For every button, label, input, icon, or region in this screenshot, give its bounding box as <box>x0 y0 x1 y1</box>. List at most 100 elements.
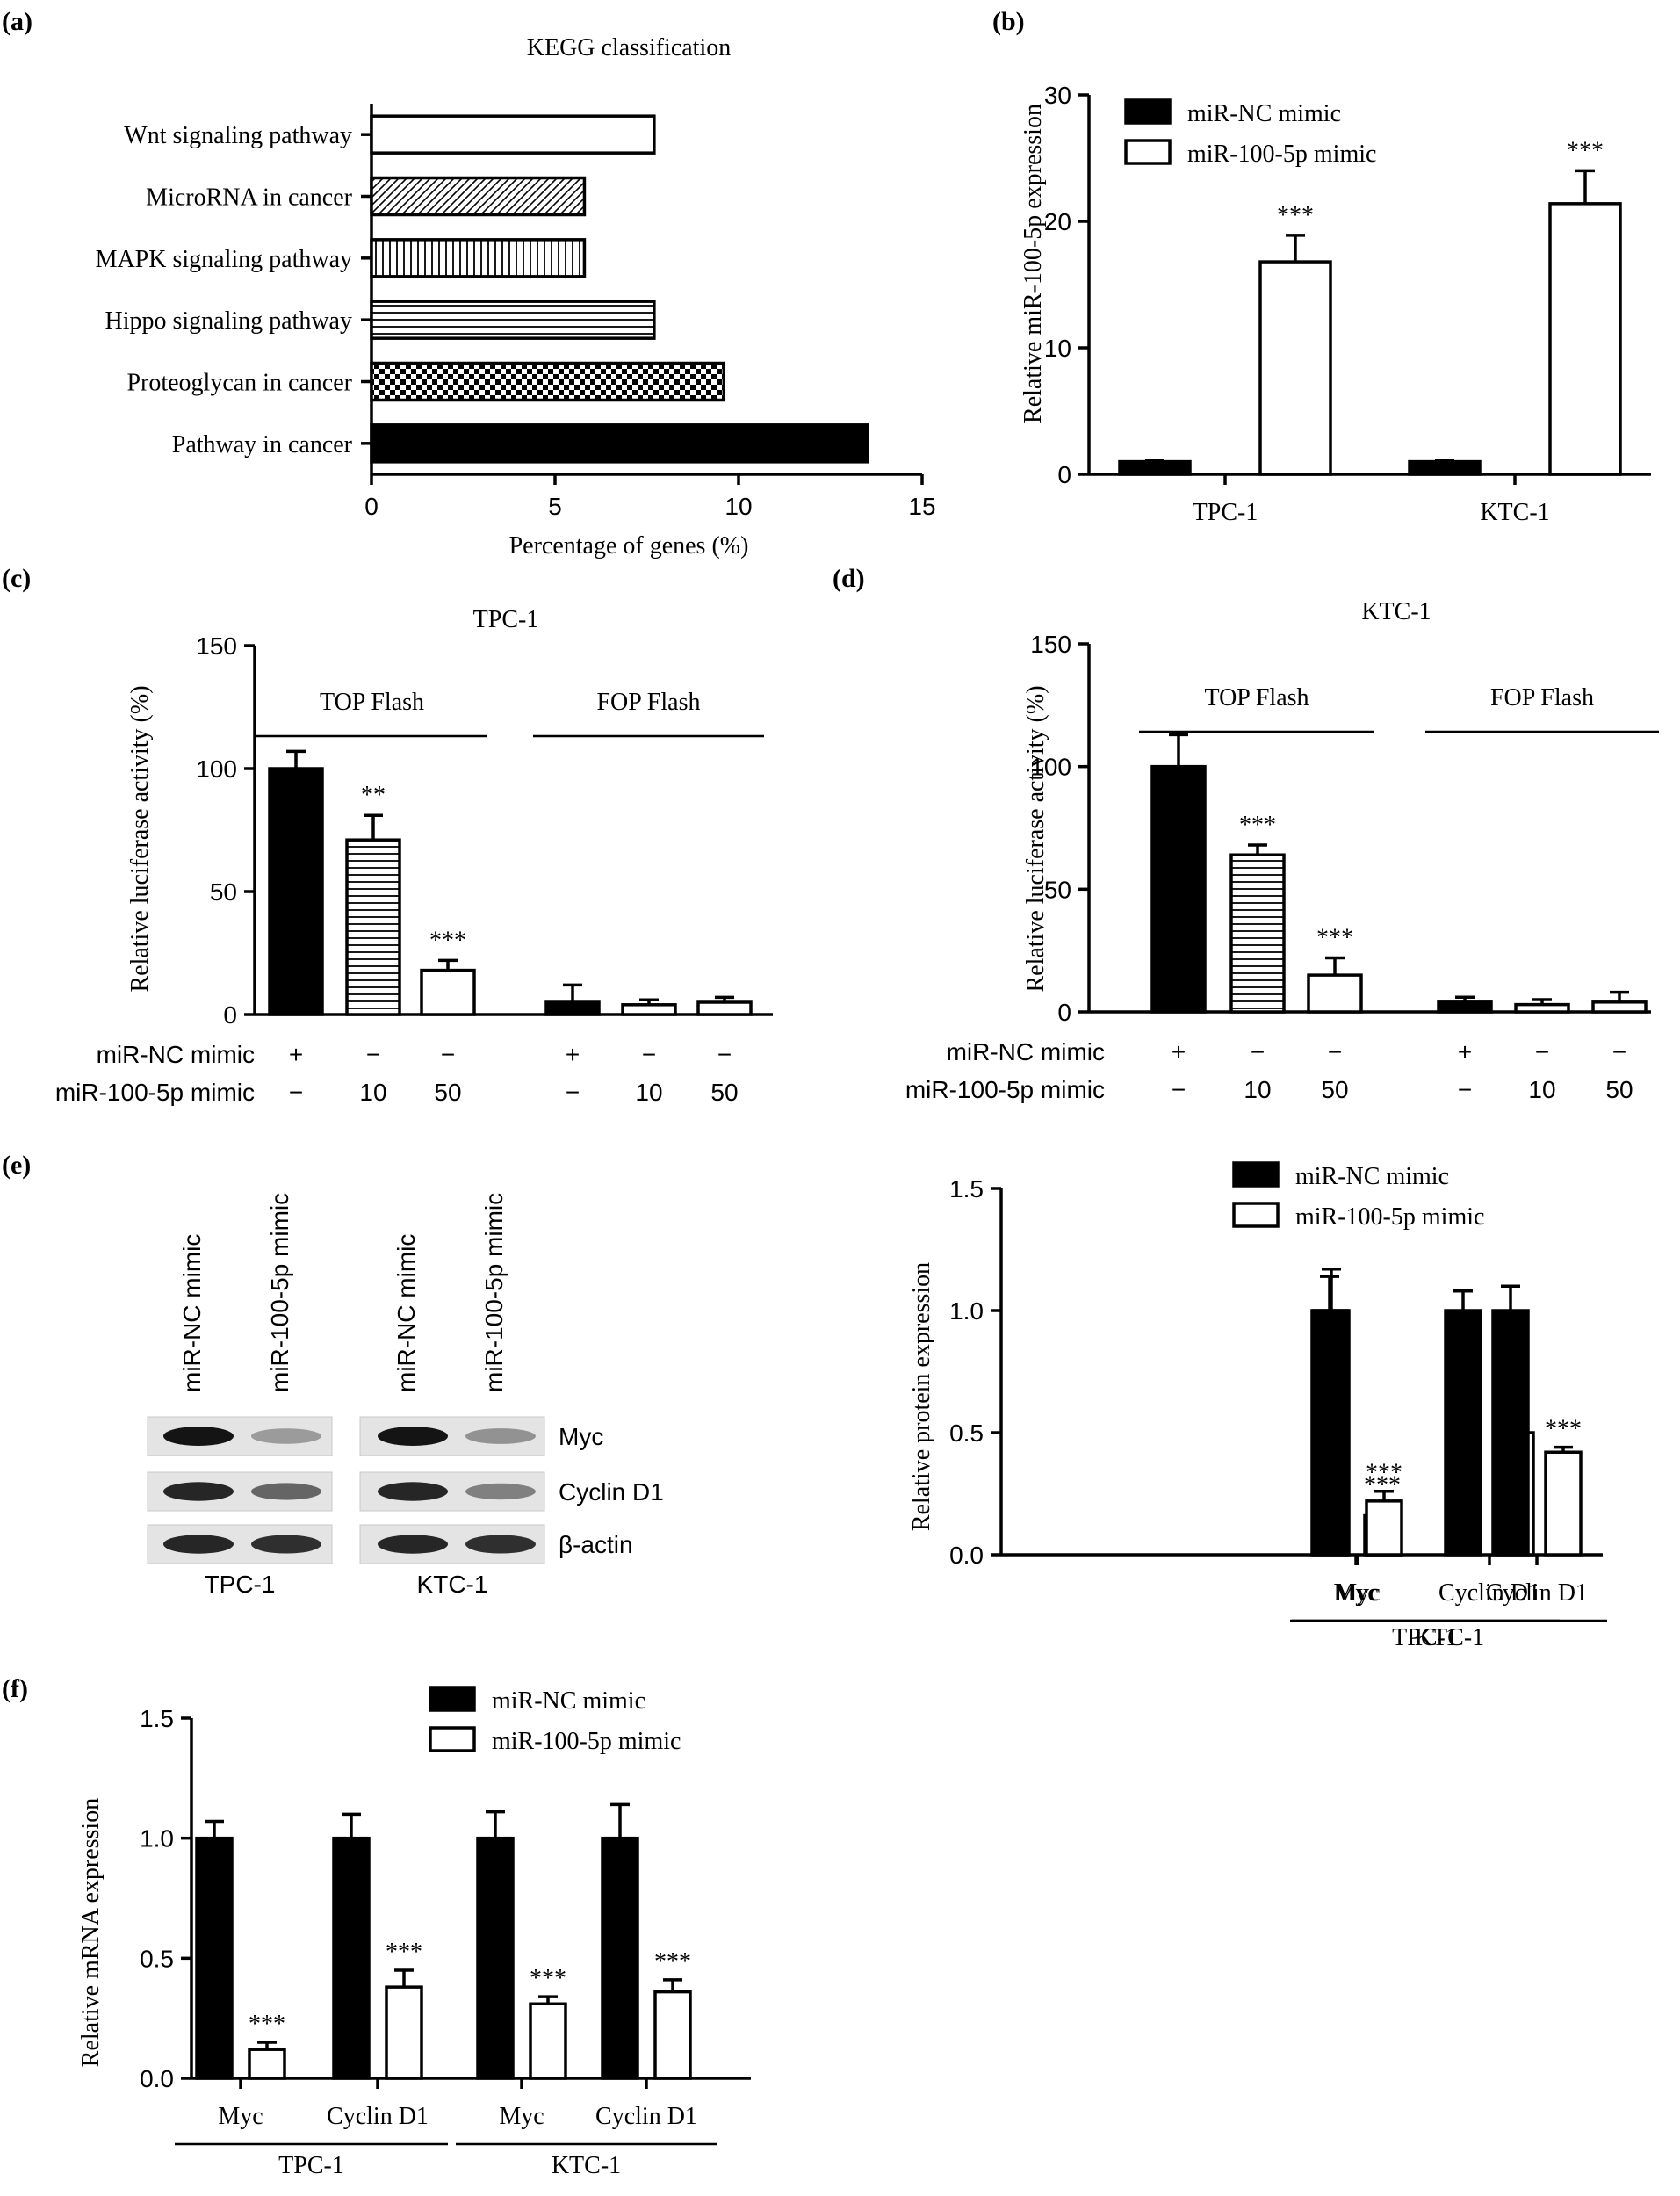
panel-e-protein-chart: Relative protein expression 0.0 0.5 1.0 1.5… <box>908 1161 1607 1651</box>
mimic-row-value: 10 <box>1528 1076 1555 1103</box>
mimic-row-value: 10 <box>635 1079 662 1106</box>
bar <box>1408 459 1482 476</box>
mimic-row-value: 50 <box>1605 1076 1633 1103</box>
significance-label: *** <box>429 927 466 954</box>
bar <box>1491 1309 1530 1557</box>
bar <box>345 838 401 1016</box>
cell-line-label: TPC-1 <box>1392 1624 1458 1651</box>
y-tick-label: 0 <box>223 1001 237 1029</box>
legend-swatch <box>429 1726 476 1752</box>
legend-swatch <box>429 1686 476 1712</box>
mimic-row-value: 50 <box>710 1079 738 1106</box>
bar <box>195 1836 234 2080</box>
panel-d-luciferase-chart: (d) KTC-1 Relative luciferase activity (… <box>833 564 1659 1103</box>
blot-band <box>163 1427 234 1446</box>
y-axis-label: Relative luciferase activity (%) <box>1022 685 1049 992</box>
blot-band <box>378 1482 448 1501</box>
x-tick-label: 10 <box>725 493 752 520</box>
x-tick-label: 0 <box>364 493 379 520</box>
y-axis-label: Relative luciferase activity (%) <box>126 685 154 992</box>
panel-e-western-blot: (e) miR-NC mimic miR-100-5p mimic miR-NC m… <box>2 1151 664 1598</box>
bar <box>1150 764 1207 1014</box>
y-tick-label: 0 <box>1057 999 1071 1026</box>
lane-label: miR-100-5p mimic <box>480 1193 508 1392</box>
y-axis-label: Relative mRNA expression <box>77 1798 105 2067</box>
legend-swatch <box>1124 139 1172 165</box>
plot-area: 0 50 100 150 + − ** − 10 *** − 50 + − − 10 − 50 TOP Flash F… <box>55 632 773 1106</box>
row-label: miR-NC mimic <box>947 1038 1105 1065</box>
category-label: Wnt signaling pathway <box>124 122 352 149</box>
significance-label: *** <box>1316 925 1353 952</box>
bar <box>370 176 587 217</box>
bar <box>1437 1000 1493 1014</box>
row-label: miR-NC mimic <box>97 1041 255 1068</box>
mimic-row-value: 50 <box>1321 1076 1348 1103</box>
legend-label: miR-100-5p mimic <box>1187 141 1376 168</box>
blot-band <box>163 1482 234 1501</box>
category-label: Cyclin D1 <box>1438 1579 1540 1607</box>
panel-label: (a) <box>2 7 32 36</box>
y-tick-label: 0.0 <box>949 1542 984 1569</box>
blot-area: miR-NC mimic miR-100-5p mimic miR-NC mimic… <box>147 1193 664 1598</box>
category-label: Cyclin D1 <box>595 2103 697 2130</box>
bar <box>1514 1002 1570 1014</box>
legend-label: miR-NC mimic <box>1295 1163 1449 1190</box>
bar <box>370 361 726 402</box>
category-label: Cyclin D1 <box>1486 1579 1588 1607</box>
legend-swatch <box>1232 1161 1280 1188</box>
panel-a-kegg-chart: (a) KEGG classification 0 5 10 15 Wnt signal… <box>2 7 936 560</box>
cell-line-label: KTC-1 <box>552 2152 621 2179</box>
y-tick-label: 30 <box>1044 82 1071 109</box>
group-label: TOP Flash <box>1204 684 1309 712</box>
y-tick-label: 10 <box>1044 335 1071 362</box>
bar <box>601 1836 639 2080</box>
category-label: Myc <box>1335 1579 1380 1607</box>
protein-label: Cyclin D1 <box>559 1478 664 1506</box>
nc-row-value: − <box>366 1041 380 1068</box>
nc-row-value: − <box>441 1041 455 1068</box>
lane-label: miR-NC mimic <box>393 1234 420 1392</box>
y-tick-label: 150 <box>1030 631 1071 658</box>
plot-area: 0 5 10 15 Wnt signaling pathway MicroRNA in c… <box>96 104 936 520</box>
panel-label: (e) <box>2 1151 31 1180</box>
bar <box>385 1985 423 2080</box>
plot-area: 0.00.51.01.5***Myc**Cyclin D1***Myc***Cy… <box>949 1161 1607 1651</box>
bar <box>1307 973 1363 1014</box>
significance-label: *** <box>530 1965 566 1992</box>
row-label: miR-100-5p mimic <box>905 1076 1105 1103</box>
blot-band <box>251 1428 321 1444</box>
mimic-row-value: − <box>1458 1076 1472 1103</box>
category-label: Myc <box>499 2103 544 2130</box>
mimic-row-value: 10 <box>1244 1076 1271 1103</box>
cell-line-label: TPC-1 <box>205 1571 276 1598</box>
legend-label: miR-100-5p mimic <box>1295 1203 1484 1231</box>
blot-band <box>465 1483 536 1500</box>
protein-label: β-actin <box>559 1531 633 1558</box>
x-tick-label: 15 <box>908 493 935 520</box>
category-label: Pathway in cancer <box>172 431 353 459</box>
y-tick-label: 0.0 <box>140 2065 174 2092</box>
plot-area: 0.0 0.5 1.0 1.5 *** Myc *** Cyclin D1 *** Myc *** C… <box>140 1686 751 2179</box>
chart-title: TPC-1 <box>473 606 539 633</box>
blot-band <box>378 1427 448 1446</box>
plot-area: 0 50 100 150 + − *** − 10 *** − 50 + − − 10 − 50 TOP Flash… <box>905 631 1659 1103</box>
panel-f-mrna-chart: (f) Relative mRNA expression 0.0 0.5 1.0 1.… <box>2 1674 751 2179</box>
nc-row-value: − <box>1612 1038 1626 1065</box>
group-label: TOP Flash <box>320 689 424 716</box>
significance-label: *** <box>1545 1416 1582 1443</box>
category-label: MAPK signaling pathway <box>96 246 352 273</box>
plot-area: 0 10 20 30 TPC-1 *** KTC-1 *** miR-NC mimic miR-1… <box>1044 82 1651 526</box>
y-tick-label: 50 <box>210 878 237 906</box>
y-tick-label: 1.0 <box>949 1297 984 1325</box>
significance-label: ** <box>361 782 386 809</box>
category-label: Cyclin D1 <box>327 2103 429 2130</box>
bar <box>1118 459 1192 476</box>
cell-line-label: TPC-1 <box>278 2152 344 2179</box>
blot-band <box>465 1428 536 1444</box>
bar <box>370 238 587 278</box>
bar <box>476 1836 515 2080</box>
legend-label: miR-100-5p mimic <box>492 1728 681 1755</box>
cell-line-label: KTC-1 <box>417 1571 488 1598</box>
blot-band <box>378 1535 448 1554</box>
